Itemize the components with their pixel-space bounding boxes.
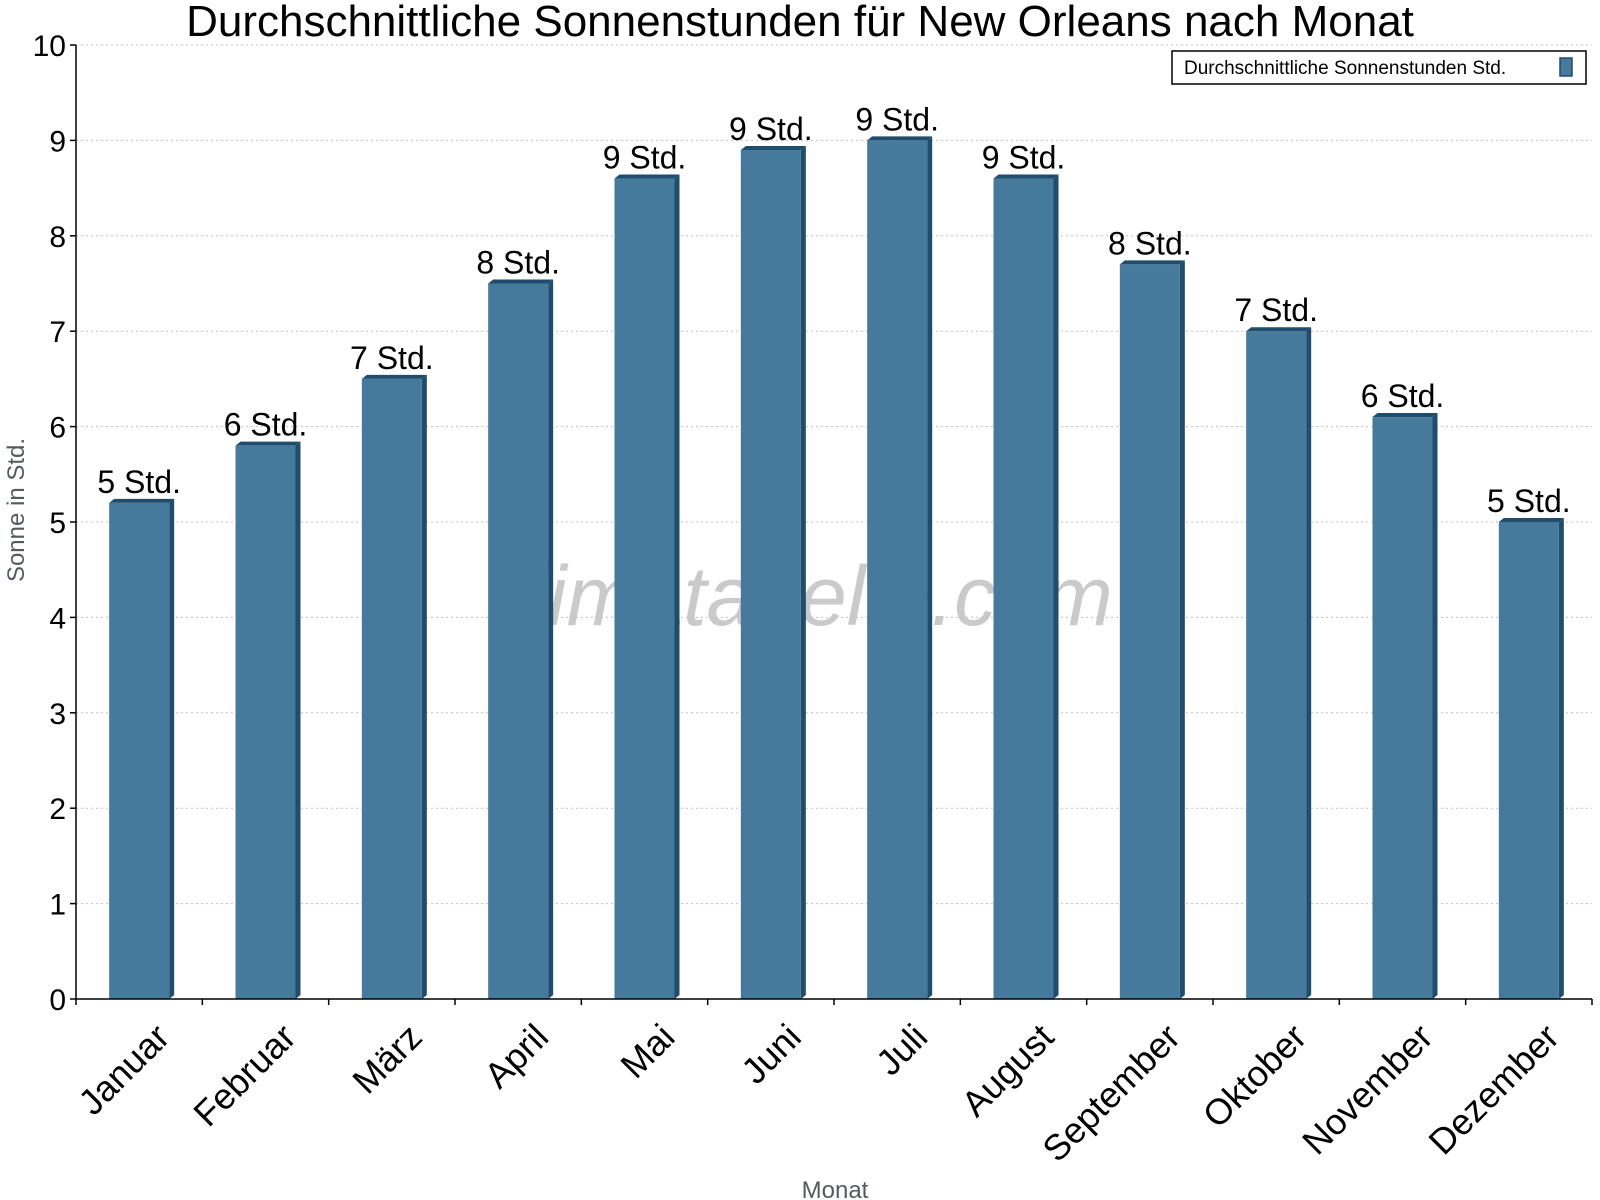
y-tick-label: 4 [49,602,66,635]
x-tick-label: Januar [70,1016,177,1123]
y-tick-label: 3 [49,698,66,731]
data-label: 8 Std. [1108,225,1192,261]
bar-face [109,502,170,999]
data-label: 9 Std. [603,140,687,176]
bar-side [800,145,806,999]
x-tick-label: Juli [868,1016,935,1083]
bar-side [1306,327,1312,999]
x-tick-label: November [1294,1016,1440,1162]
bar-side [1558,518,1564,999]
gridlines [76,44,1592,905]
bar-face [1246,331,1307,999]
x-tick-label: Juni [733,1016,809,1092]
bar-face [740,149,801,999]
legend-label: Durchschnittliche Sonnenstunden Std. [1184,58,1506,79]
bar-september [1119,260,1185,999]
data-label: 5 Std. [1487,483,1571,519]
bar-side [674,174,680,999]
bar-face [361,378,422,999]
data-label: 6 Std. [1361,378,1445,414]
bar-juli [867,136,933,999]
bar-side [1053,174,1059,999]
bar-face [1372,417,1433,999]
bar-side [1432,413,1438,999]
bar-oktober [1246,327,1312,999]
x-tick-label: September [1034,1016,1188,1170]
bar-face [1119,264,1180,999]
x-tick-label: Februar [185,1016,303,1134]
bar-dezember [1498,518,1564,999]
y-axis-title: Sonne in Std. [3,438,30,582]
bar-face [614,178,675,999]
data-label: 7 Std. [350,340,434,376]
y-tick-label: 8 [49,221,66,254]
bar-november [1372,413,1438,999]
bar-top [740,145,806,150]
axes [75,45,1593,1005]
bar-mai [614,174,680,999]
bar-januar [109,498,175,999]
bar-top [235,441,301,446]
data-label: 9 Std. [855,101,939,137]
data-label: 8 Std. [476,245,560,281]
data-label: 5 Std. [97,464,181,500]
bar-face [993,178,1054,999]
bar-juni [740,145,806,999]
y-tick-label: 2 [49,793,66,826]
y-tick-label: 1 [49,889,66,922]
x-tick-label: Oktober [1195,1016,1315,1136]
bar-side [295,441,301,999]
bar-top [1372,413,1438,418]
data-labels: 5 Std. 6 Std. 7 Std. 8 Std. 9 Std. 9 Std. 9 St… [97,101,1570,519]
bars [109,136,1564,999]
bar-märz [361,374,427,999]
chart-title: Durchschnittliche Sonnenstunden für New … [186,0,1414,46]
bar-face [235,445,296,999]
y-tick-label: 9 [49,125,66,158]
bar-top [1498,518,1564,522]
x-tick-label: April [476,1016,556,1096]
bar-side [548,279,554,999]
bar-side [927,136,933,999]
data-label: 9 Std. [982,140,1066,176]
bar-side [421,374,427,999]
bar-august [993,174,1059,999]
x-axis-ticks: Januar Februar März April Mai Juni Juli AugustS… [70,1016,1567,1170]
bar-top [361,374,427,379]
bar-top [614,174,680,179]
legend-swatch [1559,57,1573,77]
x-tick-label: Dezember [1420,1016,1566,1162]
bar-februar [235,441,301,999]
bar-side [169,498,175,999]
x-tick-label: Mai [612,1016,682,1086]
y-tick-label: 7 [49,316,66,349]
data-label: 7 Std. [1234,292,1318,328]
y-axis-ticks: 0 1 2 3 4 5 6 7 8 9 10 [33,30,76,1017]
x-axis-title: Monat [802,1177,869,1200]
legend-box [1171,50,1587,85]
bar-top [867,136,933,141]
data-label: 6 Std. [224,407,308,443]
bar-face [867,140,928,999]
data-label: 9 Std. [729,111,813,147]
bar-top [993,174,1059,179]
bar-top [109,498,175,503]
bar-top [1119,260,1185,265]
y-tick-label: 0 [49,984,66,1017]
y-tick-label: 6 [49,412,66,445]
bar-face [1498,522,1559,999]
x-tick-label: August [953,1016,1061,1124]
bar-april [488,279,554,999]
y-tick-label: 5 [49,507,66,540]
bar-top [1246,327,1312,332]
bar-face [488,283,549,999]
y-tick-label: 10 [33,30,66,63]
bar-top [488,279,554,284]
x-tick-label: März [344,1016,430,1102]
bar-side [1179,260,1185,999]
legend: Durchschnittliche Sonnenstunden Std. [1171,50,1587,85]
